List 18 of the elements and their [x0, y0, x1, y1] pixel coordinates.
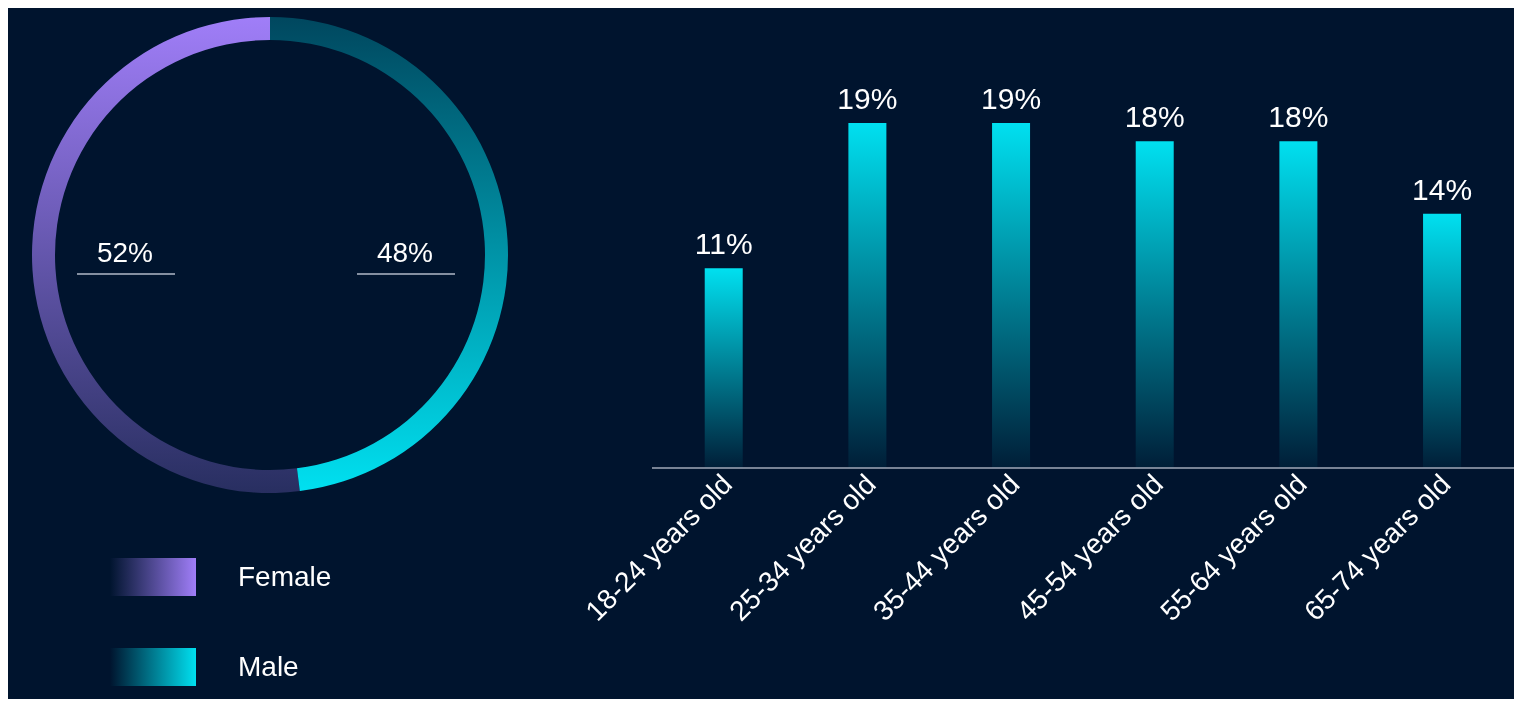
legend-label: Female [238, 561, 332, 593]
data-label: 14% [1412, 172, 1473, 206]
bar [848, 123, 887, 468]
bar [1279, 141, 1318, 468]
donut-slice [270, 17, 508, 492]
data-label: 52% [96, 237, 154, 268]
bar [704, 268, 743, 468]
data-label: 18% [1268, 100, 1329, 134]
bar [1423, 213, 1462, 468]
data-label: 19% [981, 82, 1042, 115]
legend-label: Male [238, 651, 299, 683]
bar [992, 123, 1031, 468]
data-label: 11% [694, 227, 753, 261]
data-label: 19% [837, 82, 898, 115]
data-label: 18% [1124, 100, 1185, 134]
bar [1135, 141, 1174, 468]
data-label: 48% [376, 237, 434, 268]
donut-slice [32, 17, 300, 493]
